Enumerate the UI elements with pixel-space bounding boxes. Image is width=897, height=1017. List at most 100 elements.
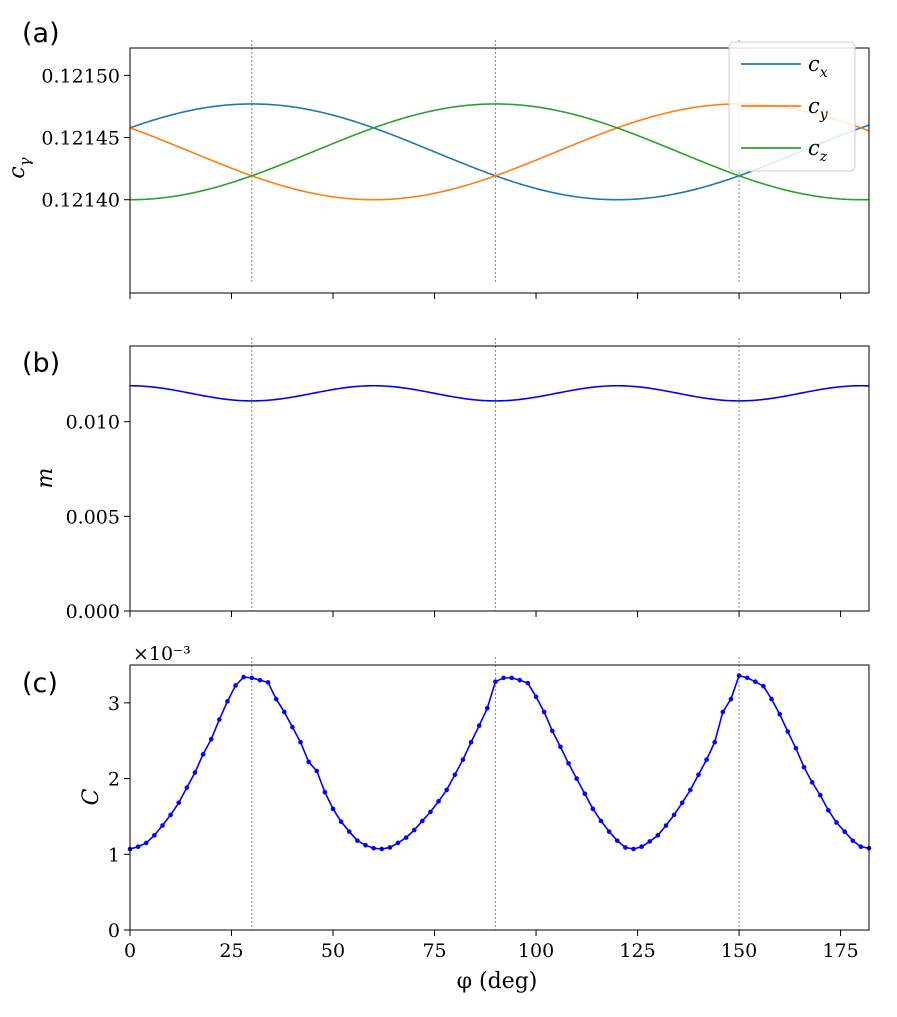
panel-c-data-point xyxy=(858,844,864,850)
panel-c-data-point xyxy=(444,787,450,793)
panel-c-data-point xyxy=(834,820,839,825)
panel-c-xtick-label: 125 xyxy=(619,940,655,962)
panel-c-data-point xyxy=(671,812,677,818)
panel-c-data-point xyxy=(476,723,482,728)
panel-c-data-point xyxy=(647,839,653,844)
panel-c-data-point xyxy=(801,764,807,770)
panel-c-data-point xyxy=(777,711,782,717)
panel-c-data-point xyxy=(574,776,579,781)
panel-c-data-point xyxy=(200,752,206,757)
panel-c-data-point xyxy=(720,709,726,715)
panel-c-data-point xyxy=(346,829,352,834)
panel-c-data-point xyxy=(233,683,238,688)
panel-c-data-point xyxy=(468,739,474,745)
panel-c-data-point xyxy=(322,789,328,795)
panel-b-ytick-label: 0.005 xyxy=(66,506,120,528)
panel-a-frame xyxy=(129,47,870,294)
panel-c-data-point xyxy=(688,787,693,793)
panel-c-data-point xyxy=(152,833,157,838)
panel-c-data-point xyxy=(761,683,766,689)
panel-c-data-point xyxy=(785,729,791,734)
panel-c-data-point xyxy=(501,675,506,681)
panel-b-label: (b) xyxy=(22,348,60,379)
panel-c-data-point xyxy=(314,768,320,774)
panel-c-data-point xyxy=(517,677,523,683)
panel-c-data-point xyxy=(817,792,823,798)
panel-c-data-point xyxy=(704,757,709,762)
panel-c-data-point xyxy=(744,675,750,681)
panel-c-data-point xyxy=(379,846,385,852)
panel-b-ylabel: m xyxy=(33,468,58,489)
panel-c-xtick-label: 25 xyxy=(219,940,243,962)
panel-c-data-point xyxy=(257,677,263,683)
panel-c-data-point xyxy=(225,699,230,704)
panel-c-data-point xyxy=(606,829,612,834)
panel-c-data-point xyxy=(217,717,222,722)
panel-c-data-point xyxy=(273,696,279,702)
panel-c-data-point xyxy=(558,744,563,750)
panel-c-data-point xyxy=(355,838,360,843)
panel-c-ylabel: C xyxy=(79,788,104,805)
panel-c-data-point xyxy=(493,679,498,684)
panel-c-data-point xyxy=(590,806,596,812)
panel-c-data-point xyxy=(452,772,458,778)
panel-c-data-point xyxy=(623,845,628,850)
panel-c-data-point xyxy=(176,800,182,806)
panel-c-data-point xyxy=(712,739,718,745)
panel-c-ytick-label: 3 xyxy=(108,693,120,715)
panel-a-label: (a) xyxy=(22,18,60,49)
panel-c-data-point xyxy=(411,827,417,833)
panel-c-data-point xyxy=(842,829,847,834)
panel-c-data-point xyxy=(639,844,644,850)
panel-c-xtick-label: 0 xyxy=(124,940,136,962)
panel-c-data-point xyxy=(281,709,287,715)
panel-c-data-point xyxy=(696,772,701,778)
panel-c-data-point xyxy=(809,780,815,785)
panel-b-ytick-label: 0.000 xyxy=(66,601,120,623)
panel-c-xtick-label: 100 xyxy=(518,940,554,962)
panel-c-data-point xyxy=(525,680,531,686)
panel-c-data-point xyxy=(485,705,490,711)
panel-c-frame xyxy=(129,664,870,931)
panel-c-ytick-label: 1 xyxy=(108,844,120,866)
panel-c-data-point xyxy=(338,819,344,825)
panel-c-data-point xyxy=(241,674,246,680)
panel-c-data-point xyxy=(793,745,799,751)
panel-c-data-point xyxy=(208,736,214,742)
panel-c-label: (c) xyxy=(22,668,58,699)
panel-b-series-0 xyxy=(129,384,870,402)
panel-c-data-point xyxy=(143,840,149,846)
panel-c-data-point xyxy=(249,675,255,681)
panel-c-data-point xyxy=(135,844,141,850)
panel-c-data-point xyxy=(541,709,547,715)
panel-a-series-c_z xyxy=(129,103,870,201)
panel-c-xtick-label: 75 xyxy=(422,940,446,962)
panel-a-ytick-label: 0.12150 xyxy=(41,65,120,87)
panel-c-data-point xyxy=(769,696,774,702)
panel-c-data-point xyxy=(614,838,620,843)
panel-c-data-point xyxy=(663,823,669,828)
panel-c-data-point xyxy=(403,835,409,840)
panel-c-data-point xyxy=(736,673,742,678)
panel-c-xlabel: φ (deg) xyxy=(457,969,538,994)
panel-c-data-point xyxy=(655,833,661,838)
panel-c-data-point xyxy=(436,798,441,804)
panel-c-data-point xyxy=(192,770,198,775)
panel-c-data-point xyxy=(290,724,295,730)
panel-c-data-point xyxy=(826,808,831,813)
panel-c-data-point xyxy=(420,818,425,824)
panel-c-data-point xyxy=(566,761,571,766)
panel-c-data-point xyxy=(168,812,173,818)
panel-c-data-point xyxy=(728,696,734,702)
panel-c: (c) ×10⁻³ 0 1 2 3 0 25 50 75 100 125 150 175 C φ (… xyxy=(22,643,872,994)
panel-c-xtick-label: 50 xyxy=(321,940,345,962)
panel-a-series-c_x xyxy=(129,103,870,201)
panel-c-data-point xyxy=(363,842,368,848)
panel-c-data-point xyxy=(533,694,539,700)
panel-c-data-point xyxy=(549,728,555,734)
panel-c-data-point xyxy=(160,823,165,828)
panel-c-data-point xyxy=(371,845,376,851)
panel-c-data-point xyxy=(306,759,311,765)
